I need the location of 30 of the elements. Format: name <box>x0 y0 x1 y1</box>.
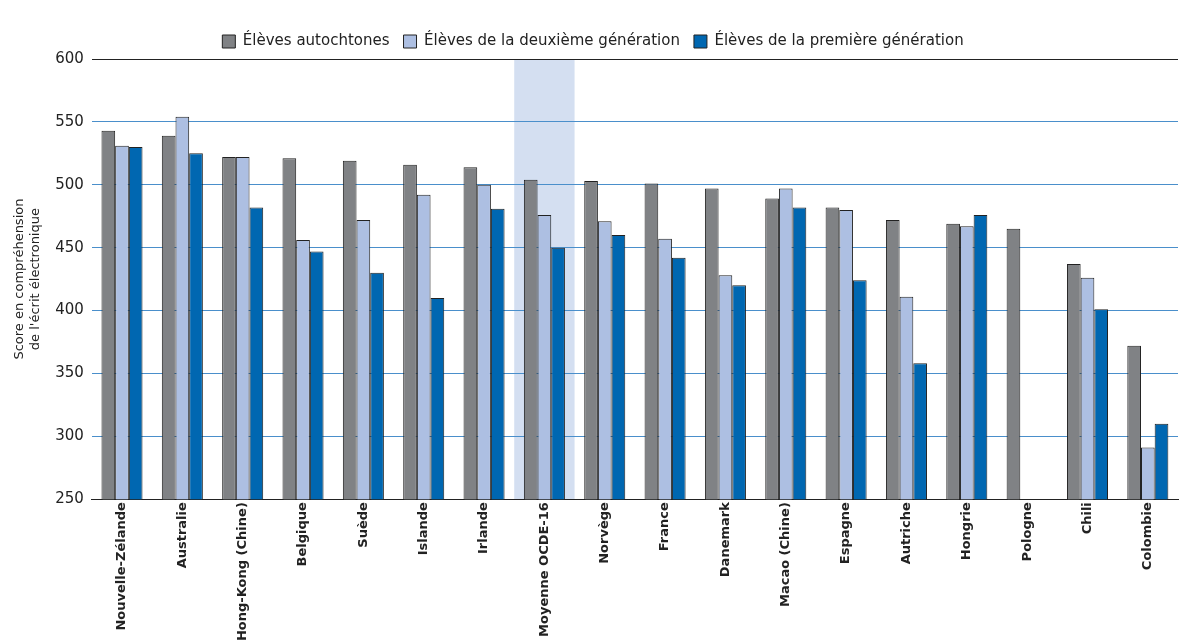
x-tick-label: France <box>656 501 672 552</box>
x-tick-label: Irlande <box>475 501 491 555</box>
y-tick-label: 500 <box>55 174 84 193</box>
x-tick-label: Colombie <box>1139 501 1155 571</box>
y-tick-label: 350 <box>55 363 84 382</box>
y-tick-label: 550 <box>55 111 84 130</box>
x-tick-label: Norvège <box>596 501 612 564</box>
legend-label: Élèves de la première génération <box>714 30 964 50</box>
legend-label: Élèves de la deuxième génération <box>424 30 680 50</box>
y-tick-label: 300 <box>55 426 84 445</box>
x-tick-label: Chili <box>1078 502 1094 535</box>
y-axis-title: Score en compréhension de l'écrit électronique <box>11 198 42 360</box>
legend-label: Élèves autochtones <box>242 30 390 50</box>
x-tick-label: Espagne <box>837 501 853 565</box>
y-tick-label: 450 <box>55 237 84 256</box>
x-tick-label: Danemark <box>716 501 732 578</box>
y-tick-label: 600 <box>55 48 84 67</box>
x-tick-label: Australie <box>173 501 189 569</box>
x-tick-label: Autriche <box>897 501 913 565</box>
x-tick-label: Belgique <box>294 501 310 567</box>
x-tick-label: Hongrie <box>958 501 974 561</box>
x-tick-label: Pologne <box>1018 501 1034 562</box>
x-tick-label: Macao (Chine) <box>777 502 793 608</box>
x-tick-label: Moyenne OCDE-16 <box>535 502 551 637</box>
x-tick-label: Hong-Kong (Chine) <box>234 502 250 642</box>
y-tick-label: 250 <box>55 489 84 508</box>
x-tick-label: Suède <box>354 501 370 548</box>
y-tick-label: 400 <box>55 300 84 319</box>
x-tick-label: Nouvelle-Zélande <box>113 501 129 631</box>
x-tick-label: Islande <box>415 501 431 556</box>
